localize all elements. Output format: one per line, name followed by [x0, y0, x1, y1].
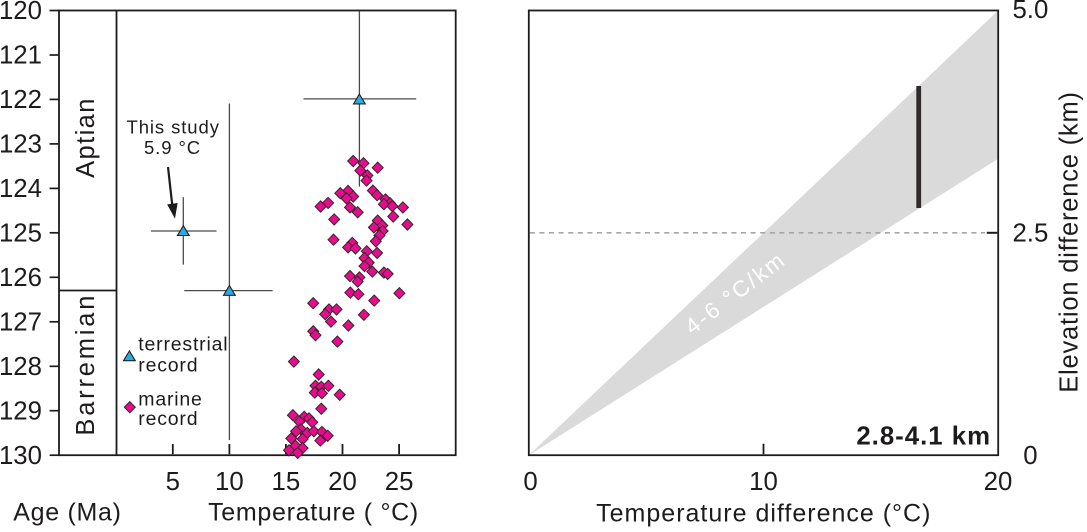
- svg-text:20: 20: [984, 468, 1013, 496]
- svg-text:Age (Ma): Age (Ma): [13, 498, 121, 526]
- svg-text:Temperature difference (°C): Temperature difference (°C): [596, 499, 931, 527]
- svg-text:121: 121: [0, 42, 42, 70]
- svg-text:5.9 °C: 5.9 °C: [144, 137, 201, 158]
- svg-text:129: 129: [0, 397, 42, 425]
- svg-text:130: 130: [0, 442, 42, 470]
- svg-text:2.8-4.1 km: 2.8-4.1 km: [856, 422, 991, 450]
- svg-text:2.5: 2.5: [1012, 220, 1048, 248]
- svg-text:0: 0: [1023, 442, 1037, 470]
- svg-text:record: record: [138, 354, 198, 376]
- svg-text:Barremian: Barremian: [72, 293, 100, 436]
- svg-text:10: 10: [749, 468, 778, 496]
- svg-text:20: 20: [328, 468, 357, 496]
- svg-text:terrestrial: terrestrial: [138, 333, 228, 355]
- svg-text:25: 25: [385, 468, 414, 496]
- svg-text:124: 124: [0, 175, 42, 203]
- svg-text:5.0: 5.0: [1012, 0, 1048, 24]
- svg-text:123: 123: [0, 131, 42, 159]
- svg-text:Temperature ( °C): Temperature ( °C): [208, 498, 419, 526]
- svg-text:15: 15: [272, 468, 301, 496]
- svg-text:record: record: [138, 408, 198, 430]
- svg-text:0: 0: [523, 468, 537, 496]
- svg-text:126: 126: [0, 264, 42, 292]
- svg-text:10: 10: [215, 468, 244, 496]
- svg-text:Aptian: Aptian: [72, 97, 100, 178]
- svg-text:Elevation difference (km): Elevation difference (km): [1056, 91, 1084, 393]
- svg-text:5: 5: [166, 468, 180, 496]
- svg-text:marine: marine: [138, 389, 202, 411]
- svg-text:125: 125: [0, 219, 42, 247]
- svg-text:128: 128: [0, 353, 42, 381]
- svg-text:122: 122: [0, 86, 42, 114]
- svg-text:120: 120: [0, 0, 42, 25]
- svg-text:This study: This study: [127, 116, 220, 137]
- svg-text:127: 127: [0, 308, 42, 336]
